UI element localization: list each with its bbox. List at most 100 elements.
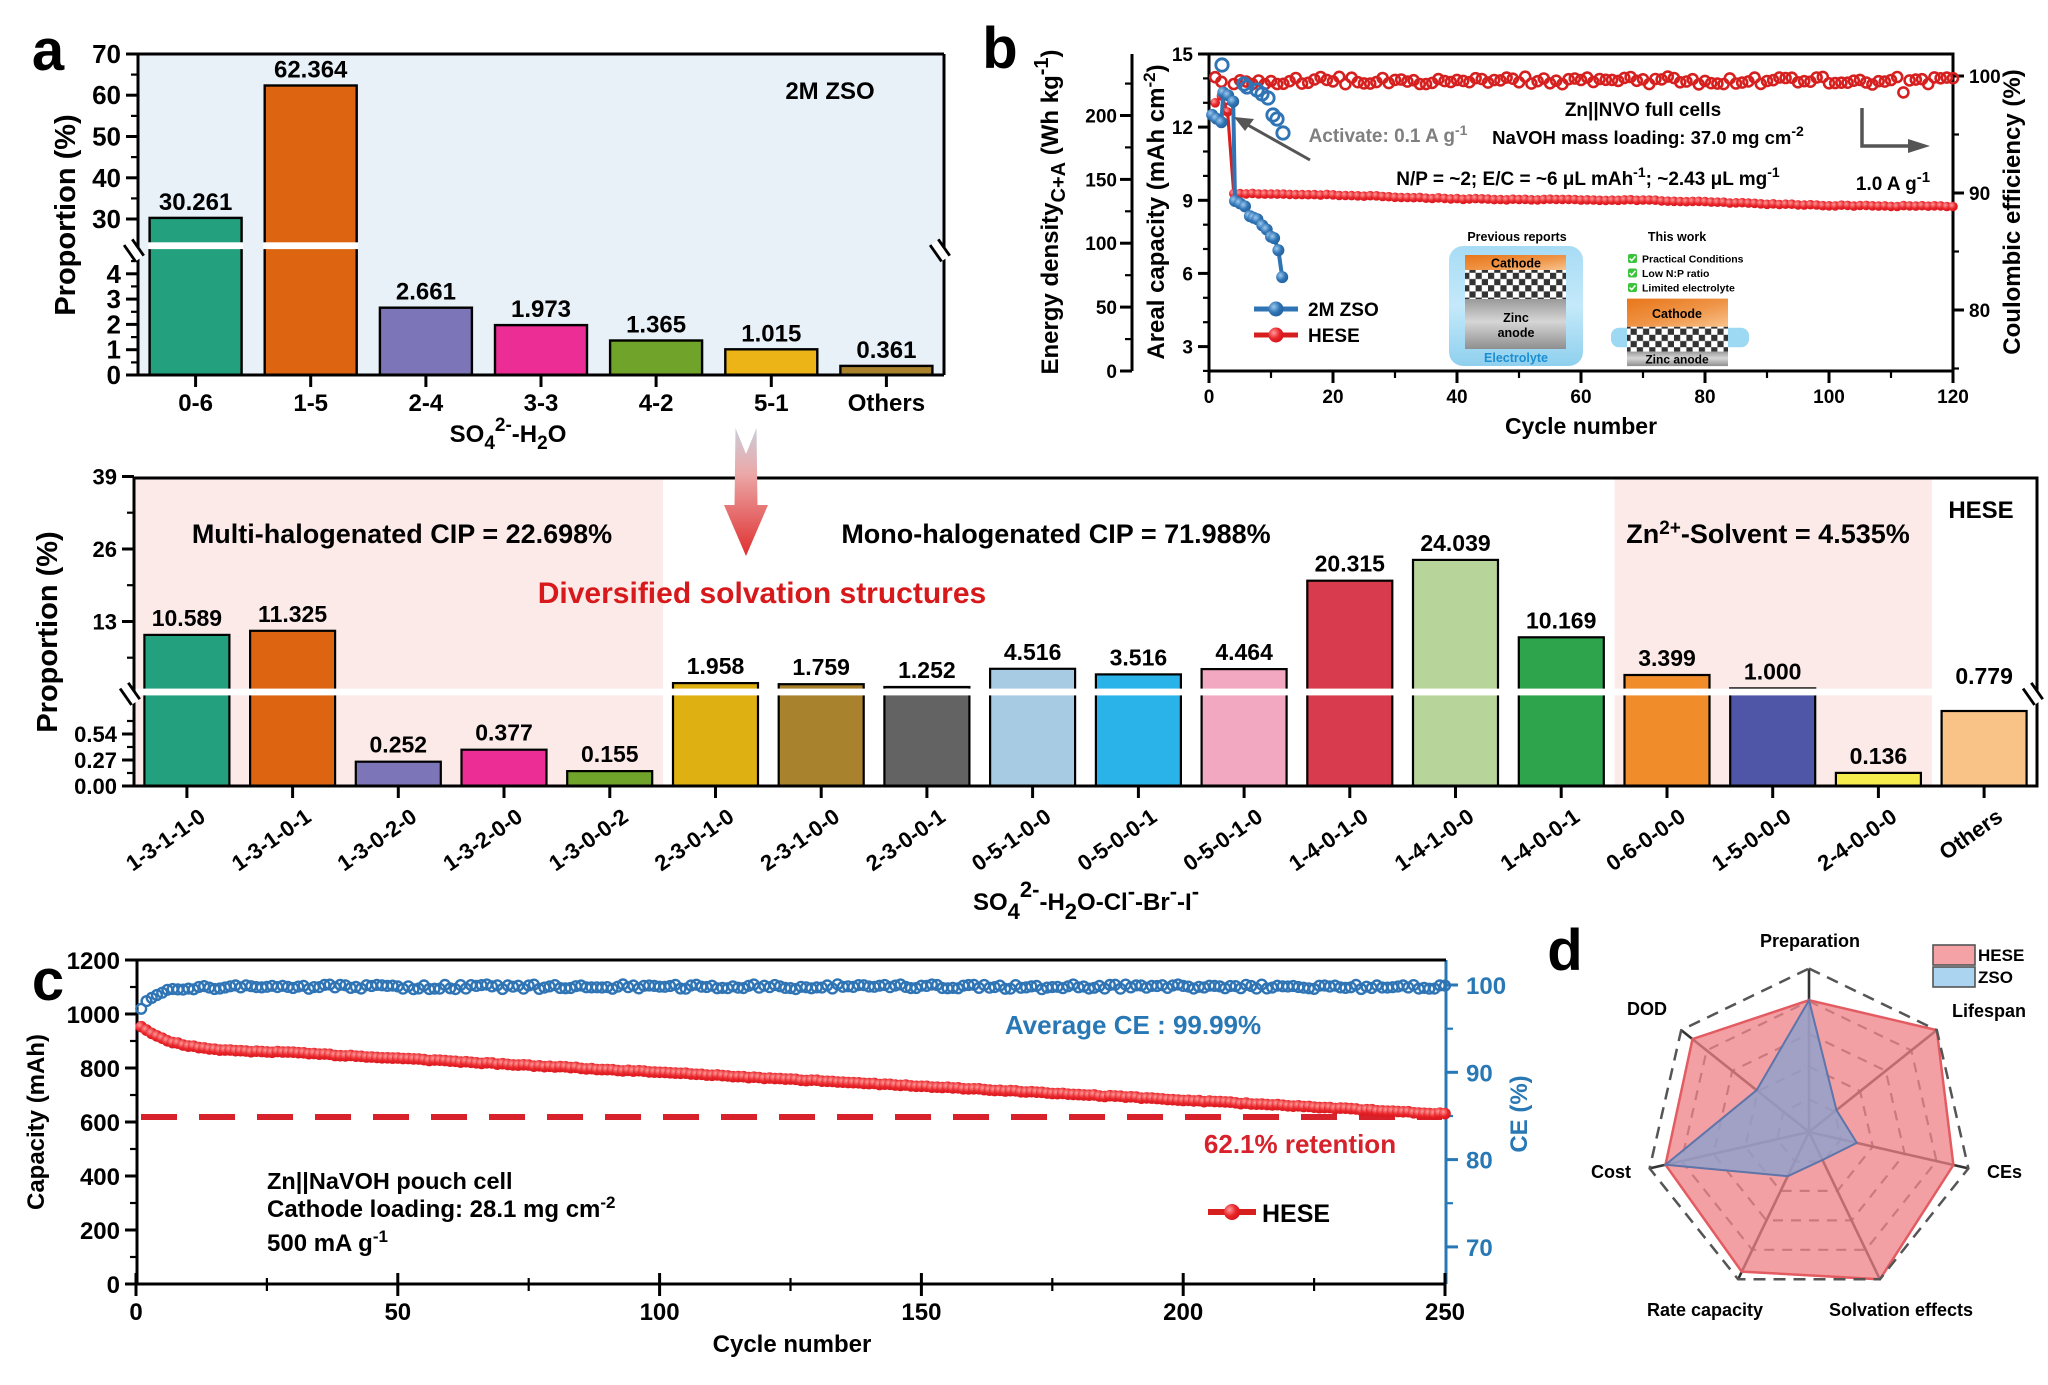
- svg-text:1.958: 1.958: [687, 653, 745, 679]
- svg-text:30: 30: [92, 204, 121, 234]
- svg-text:3-3: 3-3: [524, 390, 559, 417]
- svg-text:60: 60: [1570, 387, 1591, 408]
- svg-text:11.325: 11.325: [258, 601, 327, 627]
- svg-text:24.039: 24.039: [1420, 530, 1490, 556]
- svg-text:Coulombic efficiency (%): Coulombic efficiency (%): [1999, 69, 2026, 354]
- svg-text:150: 150: [1085, 170, 1117, 191]
- svg-text:Cathode: Cathode: [1491, 257, 1541, 271]
- svg-text:100: 100: [1466, 973, 1506, 1000]
- svg-text:Practical Conditions: Practical Conditions: [1642, 254, 1744, 266]
- svg-text:Solvation effects: Solvation effects: [1829, 1300, 1973, 1320]
- svg-text:Previous reports: Previous reports: [1467, 230, 1566, 244]
- svg-text:Lifespan: Lifespan: [1952, 1001, 2026, 1021]
- svg-text:62.1% retention: 62.1% retention: [1204, 1129, 1396, 1159]
- svg-text:Proportion (%): Proportion (%): [50, 114, 82, 315]
- svg-text:0.136: 0.136: [1850, 743, 1908, 769]
- svg-text:4-2: 4-2: [639, 390, 674, 417]
- svg-text:1.365: 1.365: [626, 312, 686, 339]
- svg-text:62.364: 62.364: [274, 57, 348, 84]
- svg-text:4.516: 4.516: [1004, 639, 1062, 665]
- svg-text:HESE: HESE: [1262, 1200, 1330, 1228]
- svg-text:1200: 1200: [67, 948, 120, 975]
- svg-text:10.589: 10.589: [152, 605, 222, 631]
- svg-text:d: d: [1547, 918, 1582, 983]
- svg-text:90: 90: [1466, 1060, 1493, 1087]
- svg-text:150: 150: [901, 1299, 941, 1326]
- svg-text:a: a: [32, 18, 65, 83]
- svg-text:40: 40: [92, 163, 121, 193]
- svg-text:9: 9: [1182, 191, 1193, 212]
- svg-text:Zinc anode: Zinc anode: [1645, 353, 1709, 367]
- svg-text:Electrolyte: Electrolyte: [1484, 351, 1548, 365]
- svg-text:50: 50: [1096, 298, 1117, 319]
- svg-text:80: 80: [1969, 301, 1990, 322]
- svg-text:30.261: 30.261: [159, 189, 232, 216]
- svg-text:100: 100: [1969, 67, 2001, 88]
- svg-text:DOD: DOD: [1627, 999, 1667, 1019]
- svg-text:Capacity (mAh): Capacity (mAh): [23, 1034, 50, 1210]
- svg-text:70: 70: [1466, 1235, 1493, 1262]
- svg-text:60: 60: [92, 80, 121, 110]
- svg-text:0.54: 0.54: [74, 722, 118, 747]
- svg-text:Preparation: Preparation: [1760, 931, 1860, 951]
- svg-text:15: 15: [1172, 45, 1194, 66]
- svg-text:50: 50: [384, 1299, 411, 1326]
- svg-text:3: 3: [107, 284, 121, 314]
- svg-text:ZSO: ZSO: [1978, 968, 2013, 987]
- svg-text:2M ZSO: 2M ZSO: [785, 78, 874, 105]
- svg-text:0.779: 0.779: [1955, 663, 2013, 689]
- svg-text:500 mA g-1: 500 mA g-1: [267, 1227, 388, 1257]
- svg-text:90: 90: [1969, 184, 1990, 205]
- svg-text:70: 70: [92, 39, 121, 69]
- svg-text:3.399: 3.399: [1638, 645, 1696, 671]
- svg-text:0.377: 0.377: [475, 720, 533, 746]
- svg-text:6: 6: [1182, 264, 1193, 285]
- svg-text:N/P = ~2; E/C = ~6 μL mAh-1;: N/P = ~2; E/C = ~6 μL mAh-1; ~2.43 μL mg…: [1396, 164, 1780, 190]
- svg-text:1.759: 1.759: [792, 654, 850, 680]
- svg-text:HESE: HESE: [1308, 326, 1360, 347]
- svg-text:Activate: 0.1 A g-1: Activate: 0.1 A g-1: [1309, 122, 1468, 147]
- svg-text:39: 39: [93, 465, 117, 490]
- svg-text:Areal capacity (mAh cm-2): Areal capacity (mAh cm-2): [1140, 64, 1170, 359]
- svg-text:0.27: 0.27: [74, 748, 117, 773]
- svg-text:Others: Others: [848, 390, 925, 417]
- svg-text:0: 0: [107, 360, 121, 390]
- svg-text:100: 100: [640, 1299, 680, 1326]
- svg-text:0.155: 0.155: [581, 741, 639, 767]
- svg-text:CEs: CEs: [1987, 1162, 2022, 1182]
- svg-text:0.252: 0.252: [370, 732, 428, 758]
- svg-text:c: c: [32, 948, 64, 1013]
- svg-text:3: 3: [1182, 338, 1193, 359]
- svg-text:Cathode loading: 28.1 mg cm-2: Cathode loading: 28.1 mg cm-2: [267, 1193, 616, 1223]
- svg-text:13: 13: [93, 610, 117, 635]
- svg-text:4: 4: [107, 259, 122, 289]
- svg-text:120: 120: [1937, 387, 1969, 408]
- svg-text:10.169: 10.169: [1526, 607, 1596, 633]
- svg-text:20: 20: [1322, 387, 1343, 408]
- svg-text:12: 12: [1172, 118, 1193, 139]
- svg-text:NaVOH mass loading: 37.0 mg cm: NaVOH mass loading: 37.0 mg cm-2: [1492, 123, 1804, 148]
- svg-text:250: 250: [1425, 1299, 1465, 1326]
- svg-text:200: 200: [1085, 107, 1117, 128]
- svg-text:2M ZSO: 2M ZSO: [1308, 300, 1379, 321]
- svg-text:HESE: HESE: [1978, 946, 2024, 965]
- svg-text:0: 0: [107, 1272, 120, 1299]
- svg-text:Limited electrolyte: Limited electrolyte: [1642, 283, 1735, 295]
- svg-text:100: 100: [1813, 387, 1845, 408]
- svg-text:0.361: 0.361: [856, 337, 916, 364]
- svg-text:Low N:P ratio: Low N:P ratio: [1642, 268, 1709, 280]
- svg-text:Zn2+-Solvent = 4.535%: Zn2+-Solvent = 4.535%: [1626, 518, 1910, 549]
- svg-text:400: 400: [80, 1164, 120, 1191]
- svg-text:0: 0: [1106, 362, 1117, 383]
- svg-text:80: 80: [1694, 387, 1715, 408]
- svg-text:1-5: 1-5: [293, 390, 328, 417]
- svg-text:Cathode: Cathode: [1652, 307, 1702, 321]
- svg-text:2-4: 2-4: [409, 390, 444, 417]
- svg-text:This work: This work: [1648, 230, 1706, 244]
- svg-text:26: 26: [93, 537, 117, 562]
- svg-text:1.015: 1.015: [741, 320, 801, 347]
- svg-text:4.464: 4.464: [1215, 639, 1273, 665]
- svg-text:1: 1: [107, 335, 121, 365]
- svg-text:Cost: Cost: [1591, 1162, 1631, 1182]
- svg-text:Zinc: Zinc: [1503, 311, 1529, 325]
